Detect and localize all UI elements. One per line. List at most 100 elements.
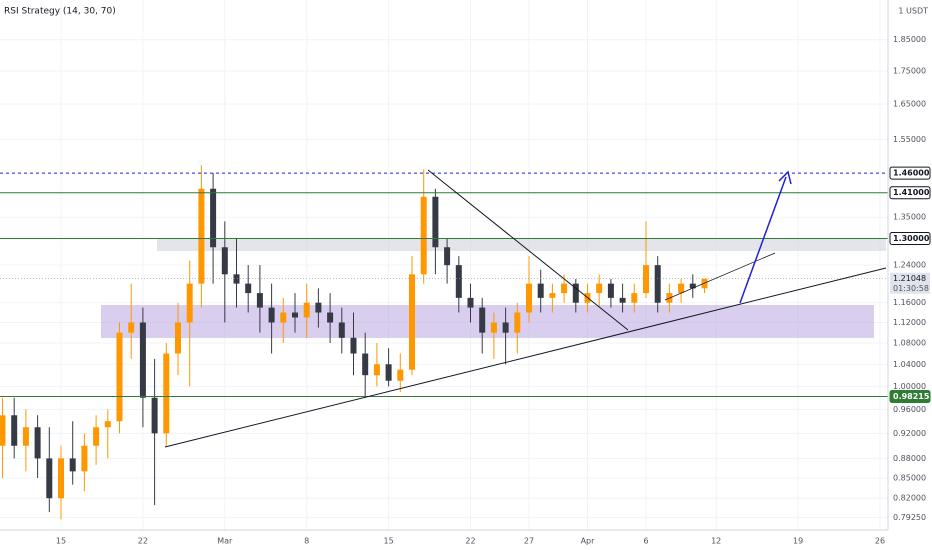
candle-body <box>163 353 170 434</box>
candle-body <box>561 283 568 294</box>
candle-body <box>210 188 217 248</box>
trendline <box>427 169 629 331</box>
candle-body <box>268 307 275 323</box>
x-tick-label: 27 <box>524 537 534 546</box>
support-zone <box>101 305 874 338</box>
candle-body <box>350 337 357 354</box>
candle-body <box>34 427 41 459</box>
candle-body <box>397 369 404 381</box>
y-tick-label: 1.35000 <box>893 213 926 222</box>
y-tick-label: 1.65000 <box>893 100 926 109</box>
candle-body <box>198 188 205 284</box>
y-tick-label: 1.00000 <box>893 382 926 391</box>
chart-title: RSI Strategy (14, 30, 70) <box>4 7 116 17</box>
y-tick-label: 1.85000 <box>893 35 926 44</box>
candle-body <box>233 274 240 284</box>
candle-body <box>596 283 603 294</box>
trendline <box>164 267 887 448</box>
arrow-head <box>778 170 792 185</box>
y-tick-label: 1.12000 <box>893 318 926 327</box>
candle-body <box>362 353 369 376</box>
x-tick-label: Mar <box>217 537 233 546</box>
candle-body <box>93 427 100 446</box>
candle-body <box>280 312 287 323</box>
level-label: 1.41000 <box>893 188 930 197</box>
current-price-box <box>890 272 930 294</box>
candle-body <box>479 307 486 333</box>
x-tick-label: 8 <box>304 537 309 546</box>
label-layer: 1.85000 1.75000 1.65000 1.55000 1.35000 1.240… <box>56 35 931 546</box>
candle-body <box>572 283 579 303</box>
candle-body <box>69 458 76 472</box>
level-label: 1.30000 <box>893 234 930 243</box>
candle-body <box>537 283 544 298</box>
candle-layer <box>0 165 888 520</box>
x-tick-label: 15 <box>384 537 394 546</box>
y-tick-label: 1.16000 <box>893 298 926 307</box>
candle-body <box>256 293 263 308</box>
y-tick-label: 0.92000 <box>893 429 926 438</box>
candle-body <box>151 397 158 434</box>
candle-body <box>654 265 661 303</box>
x-tick-label: 15 <box>56 537 66 546</box>
current-price-label: 1.21048 <box>893 274 926 283</box>
x-tick-label: 22 <box>138 537 148 546</box>
candle-body <box>46 458 53 499</box>
x-tick-label: Apr <box>581 537 596 546</box>
x-tick-label: 19 <box>793 537 803 546</box>
candle-body <box>292 312 298 318</box>
grid-layer <box>0 0 888 530</box>
y-tick-label: 0.96000 <box>893 405 926 414</box>
level-label-box <box>889 166 931 180</box>
y-tick-label: 1.08000 <box>893 338 926 347</box>
candle-body <box>338 322 345 338</box>
level-label-box <box>889 390 931 404</box>
candle-body <box>327 312 334 323</box>
candle-body <box>221 247 228 275</box>
level-label: 0.98215 <box>893 392 930 401</box>
candle-body <box>186 283 193 323</box>
candle-body <box>549 293 556 298</box>
candle-body <box>420 196 427 275</box>
y-tick-label: 1.55000 <box>893 135 926 144</box>
projection-arrow <box>739 176 787 304</box>
candle-body <box>315 302 322 313</box>
x-tick-label: 26 <box>875 537 885 546</box>
level-label-box <box>889 232 931 246</box>
candle-body <box>643 265 649 294</box>
price-unit: 1 USDT <box>898 7 928 16</box>
candle-body <box>104 421 111 428</box>
candle-body <box>502 322 509 333</box>
candle-body <box>139 322 146 398</box>
candle-body <box>490 322 497 333</box>
candle-body <box>245 283 252 294</box>
y-tick-label: 1.24000 <box>893 261 926 270</box>
level-label: 1.46000 <box>893 169 930 178</box>
candle-body <box>22 427 29 446</box>
y-tick-label: 0.82000 <box>893 494 926 503</box>
candle-body <box>116 332 123 422</box>
candle-body <box>631 293 638 303</box>
y-tick-label: 1.75000 <box>893 67 926 76</box>
candle-body <box>11 415 18 446</box>
candle-body <box>409 274 415 370</box>
y-tick-label: 0.79250 <box>893 513 926 522</box>
y-tick-label: 0.88000 <box>893 454 926 463</box>
level-label-box <box>889 186 931 200</box>
candle-body <box>526 283 532 313</box>
countdown-label: 01:30:58 <box>893 284 929 293</box>
candle-body <box>607 283 614 298</box>
y-tick-label: 1.04000 <box>893 360 926 369</box>
candle-body <box>444 247 451 266</box>
candle-body <box>678 283 685 294</box>
candle-body <box>455 265 462 298</box>
x-tick-label: 6 <box>643 537 648 546</box>
candle-body <box>128 322 135 333</box>
x-tick-label: 12 <box>711 537 721 546</box>
candle-body <box>303 302 310 318</box>
trendline <box>664 252 776 301</box>
candle-body <box>514 312 521 333</box>
candle-body <box>175 322 181 354</box>
